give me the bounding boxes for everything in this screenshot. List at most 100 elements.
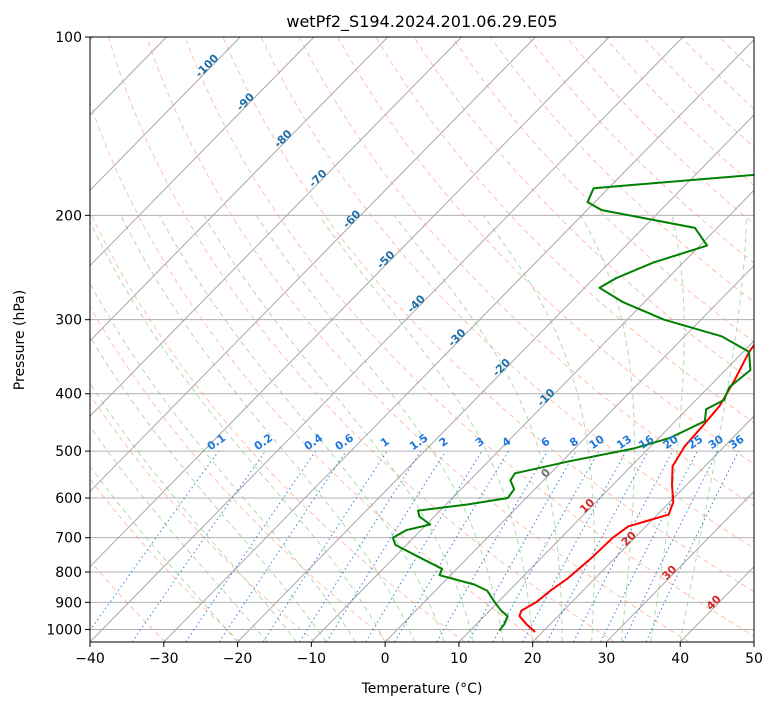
dry-adiabat: [337, 37, 754, 465]
mixing-ratio-label: 2: [437, 435, 451, 450]
isotherm-label: -100: [193, 51, 222, 80]
moist-adiabat: [120, 215, 416, 642]
mixing-ratio-label: 0.6: [333, 431, 357, 453]
isotherm-line: [90, 37, 462, 417]
dry-adiabat: [489, 37, 754, 303]
mixing-ratio-label: 6: [539, 435, 553, 450]
chart-title: wetPf2_S194.2024.201.06.29.E05: [286, 12, 557, 32]
isotherm-line: [532, 415, 754, 642]
mixing-ratio-line: [436, 450, 548, 642]
dry-adiabat: [451, 37, 754, 343]
mixing-ratio-line: [299, 450, 422, 642]
x-tick-label: 30: [598, 651, 616, 667]
x-tick-label: 50: [745, 651, 763, 667]
isotherm-label: -90: [234, 90, 257, 113]
mixing-ratio-line: [262, 450, 388, 642]
isotherm-line: [90, 37, 536, 493]
grid-layer: [90, 37, 775, 642]
isotherm-label: -50: [374, 248, 397, 271]
plot-frame: [89, 36, 755, 643]
isotherm-line: [237, 114, 754, 642]
series-layer: [391, 173, 754, 633]
dry-adiabat: [107, 37, 615, 642]
moist-adiabat: [203, 215, 475, 642]
mixing-ratio-label: 10: [587, 432, 607, 452]
isotherm-line: [753, 641, 754, 642]
isotherm-label: -60: [340, 207, 363, 230]
dry-adiabat: [528, 37, 754, 264]
mixing-ratio-line: [467, 450, 577, 642]
y-tick-label: 200: [55, 208, 82, 224]
dry-adiabat: [90, 210, 466, 642]
mixing-ratio-label: 30: [706, 432, 726, 452]
isotherm-line: [384, 264, 754, 642]
dry-adiabat: [90, 478, 241, 642]
dewpoint-profile: [391, 173, 754, 632]
moist-adiabat: [482, 215, 595, 642]
x-tick-label: −30: [149, 651, 179, 667]
moist-adiabat: [90, 220, 386, 642]
mixing-ratio-line: [394, 450, 510, 642]
mixing-ratio-line: [218, 450, 347, 642]
mixing-ratio-label: 0.4: [302, 431, 326, 453]
isotherm-line: [310, 189, 754, 642]
y-tick-label: 600: [55, 491, 82, 507]
moist-adiabat: [90, 425, 268, 642]
dry-adiabat: [184, 37, 754, 637]
isotherm-line: [163, 39, 754, 642]
moist-adiabat: [580, 215, 635, 642]
x-axis: −40 −30 −20 −10 0 10 20 30 40 50: [75, 642, 763, 667]
y-axis-label: Pressure (hPa): [12, 290, 28, 390]
y-tick-label: 300: [55, 313, 82, 329]
mixing-ratio-line: [522, 450, 627, 642]
y-tick-label: 900: [55, 595, 82, 611]
isotherm-line: [90, 37, 315, 267]
dry-adiabat: [90, 393, 316, 642]
mixing-ratio-line: [622, 450, 719, 642]
mixing-ratio-label: 1: [378, 435, 392, 450]
y-tick-label: 500: [55, 444, 82, 460]
isotherm-label: 30: [659, 563, 679, 583]
x-tick-label: 0: [381, 651, 390, 667]
moist-adiabat: [158, 215, 445, 642]
mixing-ratio-line: [645, 450, 740, 642]
isotherm-label: -40: [405, 292, 428, 315]
dry-adiabat: [375, 37, 754, 424]
moist-adiabat: [90, 335, 327, 642]
temperature-profile: [518, 343, 754, 633]
moist-adiabat: [90, 382, 297, 642]
y-axis: 100 200 300 400 500 600 700 800 900 1000: [46, 30, 90, 638]
mixing-ratio-line: [131, 450, 266, 642]
isotherm-label: 10: [577, 496, 597, 516]
dry-adiabat: [90, 101, 540, 642]
isotherm-label: -20: [490, 356, 513, 379]
mixing-ratio-label: 25: [685, 433, 705, 452]
mixing-ratio-label: 16: [636, 432, 656, 452]
mixing-ratio-label: 0.2: [252, 431, 275, 453]
y-tick-label: 800: [55, 565, 82, 581]
x-tick-label: 40: [671, 651, 689, 667]
isotherm-label: 40: [704, 592, 724, 612]
mixing-ratio-label: 1.5: [407, 431, 430, 453]
mixing-ratio-label: 0.1: [205, 431, 228, 453]
isotherm-label: -70: [306, 167, 329, 190]
y-tick-label: 1000: [46, 622, 82, 638]
mixing-ratio-line: [90, 450, 219, 632]
y-tick-label: 100: [55, 30, 82, 46]
mixing-ratio-line: [185, 450, 316, 642]
dry-adiabat: [758, 37, 775, 642]
isotherm-line: [90, 37, 610, 568]
dry-adiabat: [90, 559, 166, 642]
isotherm-label: -30: [445, 326, 468, 349]
moist-adiabat: [679, 215, 748, 642]
mixing-ratio-label: 20: [661, 432, 681, 452]
mixing-ratio-line: [325, 450, 447, 642]
moist-adiabat: [650, 215, 685, 642]
mixing-ratio-line: [365, 450, 483, 642]
dry-adiabat: [222, 37, 754, 593]
isotherm-line: [606, 490, 754, 642]
dry-adiabat: [298, 37, 754, 507]
x-tick-label: −10: [297, 651, 327, 667]
x-tick-label: −20: [223, 651, 253, 667]
x-axis-label: Temperature (°C): [361, 681, 483, 697]
